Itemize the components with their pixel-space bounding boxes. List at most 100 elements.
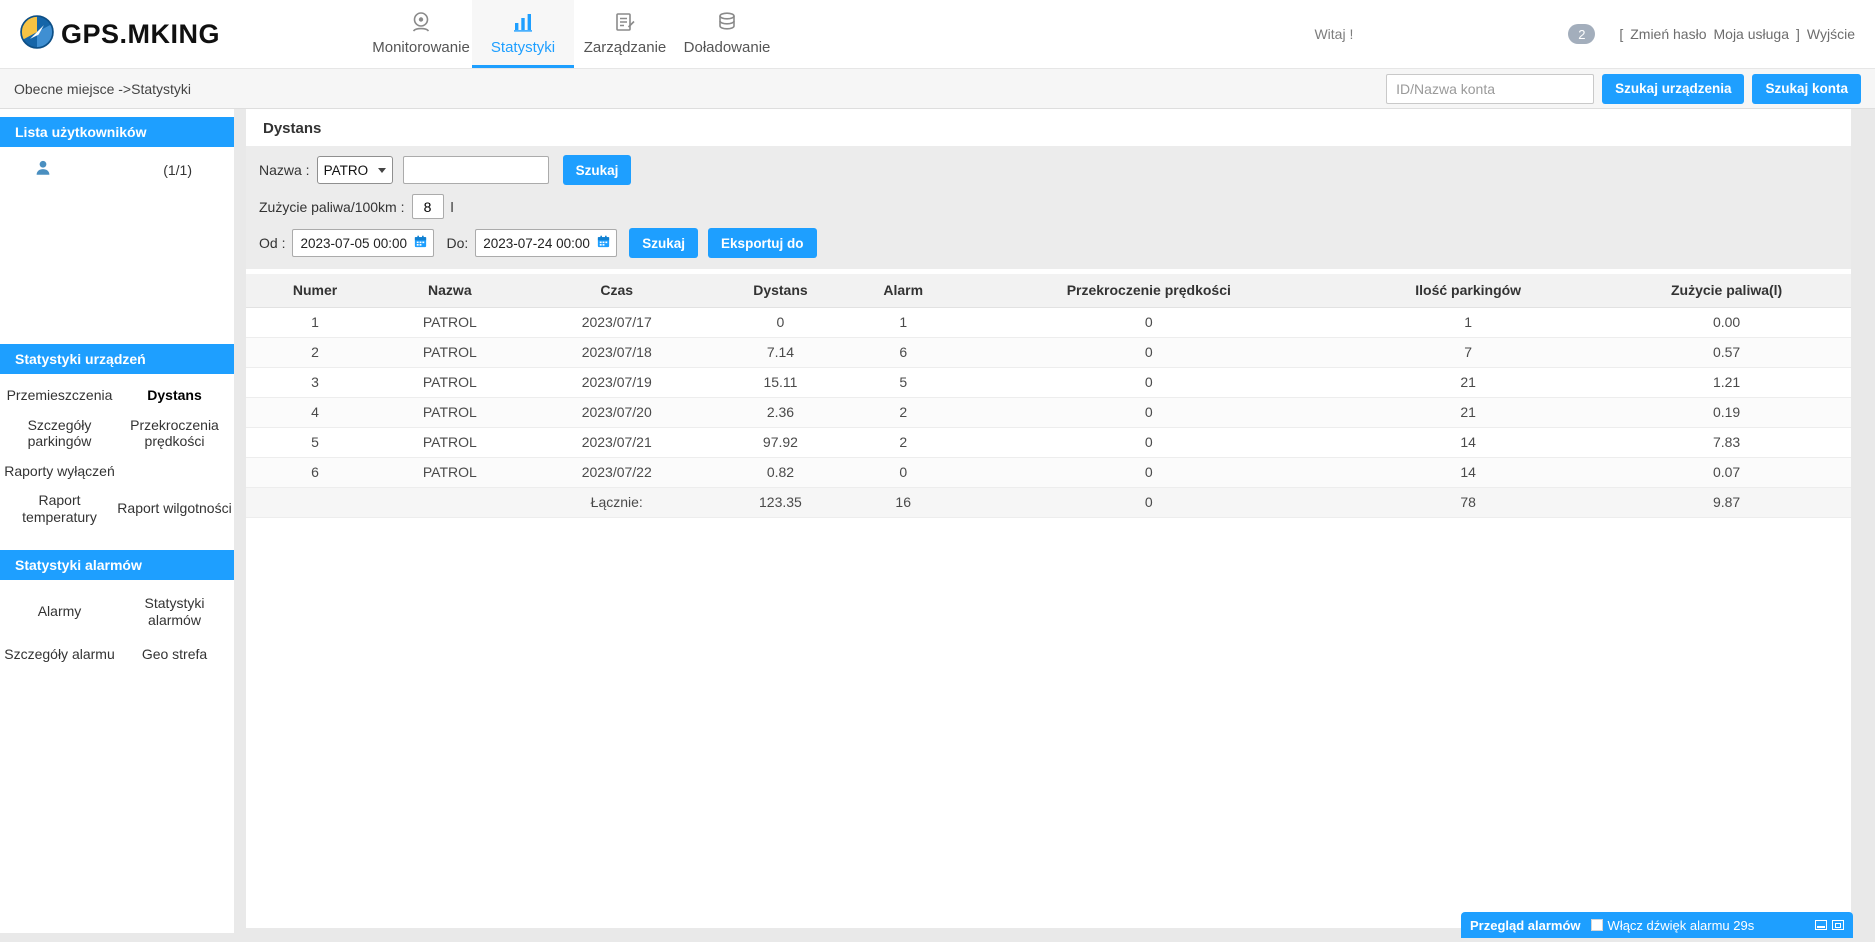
cell: 1	[843, 307, 964, 338]
total-alarm: 16	[843, 487, 964, 518]
sidebar-item-statystyki-alarmow[interactable]: Statystyki alarmów	[144, 595, 205, 628]
cell: 2	[843, 397, 964, 428]
date-to-value: 2023-07-24 00:00	[483, 235, 590, 251]
my-service-link[interactable]: Moja usługa	[1713, 26, 1790, 42]
cell: PATROL	[384, 397, 516, 428]
total-parkingi: 78	[1334, 487, 1603, 518]
cell: PATROL	[384, 307, 516, 338]
tab-label: Zarządzanie	[583, 38, 667, 56]
expand-icon[interactable]	[1832, 920, 1844, 930]
sidebar-item-raporty-wylaczen[interactable]: Raporty wyłączeń	[4, 462, 115, 479]
breadcrumb-bar: Obecne miejsce ->Statystyki Szukaj urząd…	[0, 68, 1875, 109]
calendar-icon[interactable]	[413, 234, 428, 252]
cell: PATROL	[384, 337, 516, 368]
sidebar-item-szczegoly-parkingow[interactable]: Szczegóły parkingów	[27, 416, 92, 450]
sidebar-item-przemieszczenia[interactable]: Przemieszczenia	[6, 387, 113, 403]
filter-panel: Nazwa : PATRO Szukaj Zużycie paliwa/100k…	[246, 146, 1851, 269]
name-search-input[interactable]	[402, 156, 549, 184]
sidebar-item-raport-temperatury[interactable]: Raport temperatury	[22, 492, 97, 525]
alarm-sound-checkbox[interactable]	[1590, 919, 1603, 931]
name-select-value: PATRO	[323, 162, 369, 178]
search-device-button[interactable]: Szukaj urządzenia	[1602, 73, 1745, 104]
page-title: Dystans	[263, 120, 322, 137]
search-account-button[interactable]: Szukaj konta	[1752, 73, 1861, 104]
tab-monitorowanie[interactable]: Monitorowanie	[370, 0, 472, 68]
cell: 21	[1334, 397, 1603, 428]
account-search-input[interactable]	[1386, 73, 1595, 104]
alarm-panel-title[interactable]: Przegląd alarmów	[1470, 917, 1581, 933]
cell: 0	[843, 457, 964, 488]
calendar-icon[interactable]	[596, 234, 611, 252]
date-search-button[interactable]: Szukaj	[629, 228, 699, 258]
cell: 2023/07/20	[515, 397, 718, 428]
cell: 1	[1334, 307, 1603, 338]
device-stats-menu: Przemieszczenia Dystans Szczegóły parkin…	[0, 374, 234, 538]
tab-statystyki[interactable]: Statystyki	[472, 0, 575, 68]
logo-icon	[20, 14, 54, 54]
minimize-icon[interactable]	[1815, 920, 1827, 930]
sidebar: Lista użytkowników (1/1) Statystyki urzą…	[0, 109, 234, 933]
col-dystans: Dystans	[717, 274, 844, 308]
cell: 2023/07/17	[515, 307, 718, 338]
bracket-open: [	[1619, 26, 1624, 42]
welcome-text: Witaj !	[1314, 26, 1354, 42]
col-przekroczenie: Przekroczenie prędkości	[963, 274, 1335, 308]
alarm-sound-label: Włącz dźwięk alarmu 29s	[1607, 917, 1755, 933]
user-count: (1/1)	[163, 161, 192, 178]
cell: 5	[246, 427, 385, 458]
users-list-header: Lista użytkowników	[0, 117, 234, 147]
col-numer: Numer	[246, 274, 385, 308]
cell: 0	[963, 397, 1335, 428]
sidebar-item-szczegoly-alarmu[interactable]: Szczegóły alarmu	[4, 646, 115, 663]
cell: 7.83	[1602, 427, 1851, 458]
sidebar-item-geo-strefa[interactable]: Geo strefa	[141, 646, 208, 663]
notification-badge[interactable]: 2	[1568, 24, 1596, 44]
table-row: 6 PATROL 2023/07/22 0.82 0 0 14 0.07	[246, 457, 1851, 488]
name-search-button[interactable]: Szukaj	[562, 155, 632, 185]
bar-chart-icon	[511, 10, 535, 34]
cell: 7	[1334, 337, 1603, 368]
main-content: Dystans Nazwa : PATRO Szukaj Zużycie pal…	[246, 109, 1851, 928]
change-password-link[interactable]: Zmień hasło	[1630, 26, 1707, 42]
sidebar-item-dystans[interactable]: Dystans	[147, 387, 202, 403]
table-row: 3 PATROL 2023/07/19 15.11 5 0 21 1.21	[246, 367, 1851, 398]
management-form-icon	[613, 10, 637, 34]
sidebar-item-alarmy[interactable]: Alarmy	[37, 603, 82, 620]
cell: 2023/07/21	[515, 427, 718, 458]
tab-doladowanie[interactable]: Doładowanie	[676, 0, 778, 68]
sidebar-item-przekroczenia-predkosci[interactable]: Przekroczenia prędkości	[130, 416, 219, 450]
cell: 0	[717, 307, 844, 338]
date-from-label: Od :	[259, 235, 286, 251]
name-select[interactable]: PATRO	[316, 156, 393, 184]
date-to-input[interactable]: 2023-07-24 00:00	[475, 229, 618, 257]
logo[interactable]: GPS.MKING	[20, 0, 220, 68]
date-from-input[interactable]: 2023-07-05 00:00	[292, 229, 435, 257]
cell: 0.19	[1602, 397, 1851, 428]
cell: 1.21	[1602, 367, 1851, 398]
date-to-label: Do:	[446, 235, 469, 251]
sidebar-item-raport-wilgotnosci[interactable]: Raport wilgotności	[117, 500, 232, 517]
cell: 14	[1334, 457, 1603, 488]
name-filter-label: Nazwa :	[259, 162, 310, 178]
alarm-panel-bar[interactable]: Przegląd alarmów Włącz dźwięk alarmu 29s	[1461, 912, 1853, 938]
tab-zarzadzanie[interactable]: Zarządzanie	[574, 0, 676, 68]
cell: 2023/07/18	[515, 337, 718, 368]
user-list-area	[0, 192, 234, 344]
cell: 15.11	[717, 367, 844, 398]
tab-label: Monitorowanie	[372, 38, 470, 56]
logout-link[interactable]: Wyjście	[1806, 26, 1855, 42]
col-czas: Czas	[515, 274, 718, 308]
cell: 1	[246, 307, 385, 338]
col-parkingi: Ilość parkingów	[1334, 274, 1603, 308]
table-row: 1 PATROL 2023/07/17 0 1 0 1 0.00	[246, 307, 1851, 338]
total-przekroczenie: 0	[963, 487, 1335, 518]
fuel-usage-input[interactable]	[411, 194, 444, 219]
cell: PATROL	[384, 427, 516, 458]
user-list-item[interactable]: (1/1)	[0, 147, 234, 192]
col-paliwo: Zużycie paliwa(l)	[1602, 274, 1851, 308]
total-dystans: 123.35	[717, 487, 844, 518]
user-area: Witaj ! 2 [ Zmień hasło Moja usługa ] Wy…	[1314, 0, 1855, 68]
export-button[interactable]: Eksportuj do	[708, 228, 817, 258]
table-row: 2 PATROL 2023/07/18 7.14 6 0 7 0.57	[246, 337, 1851, 368]
cell: 0	[963, 367, 1335, 398]
